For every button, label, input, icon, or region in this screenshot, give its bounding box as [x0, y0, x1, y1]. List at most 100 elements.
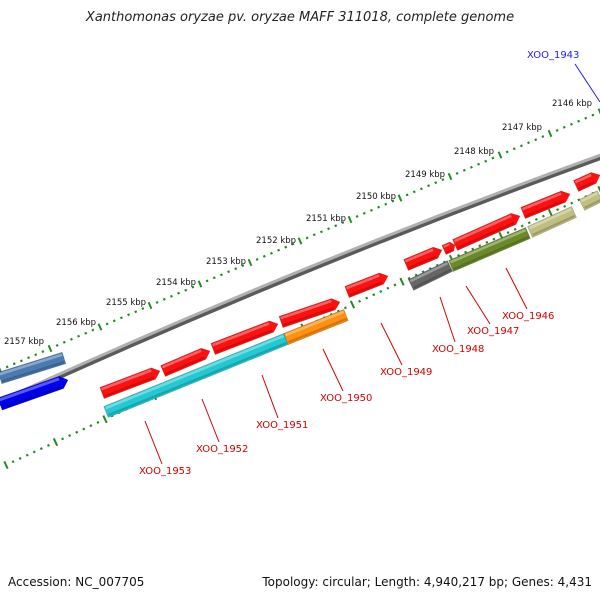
gene-blue[interactable] — [0, 374, 70, 411]
gene-red[interactable] — [403, 244, 445, 271]
inner-tick — [75, 430, 79, 434]
outer-tick — [369, 208, 373, 212]
leader-line — [465, 285, 491, 325]
outer-tick — [305, 236, 309, 240]
kbp-tick-label: 2151 kbp — [306, 214, 346, 224]
gene-label[interactable]: XOO_1948 — [432, 344, 484, 355]
kbp-tick-label: 2148 kbp — [454, 147, 494, 157]
outer-tick — [497, 151, 503, 159]
leader-line — [201, 398, 220, 443]
inner-tick — [520, 224, 524, 228]
outer-tick — [212, 276, 216, 280]
outer-tick — [169, 294, 173, 298]
gene-label[interactable]: XOO_1946 — [502, 311, 554, 322]
outer-tick — [569, 122, 573, 126]
label-leaders — [144, 63, 600, 465]
gene-khaki[interactable] — [578, 190, 600, 211]
outer-tick — [519, 144, 523, 148]
outer-tick — [191, 285, 195, 289]
gene-red[interactable] — [344, 270, 390, 298]
outer-tick — [591, 113, 595, 117]
gene-khaki[interactable] — [527, 206, 577, 238]
outer-tick — [69, 337, 73, 341]
inner-tick — [18, 456, 22, 460]
outer-tick — [484, 159, 488, 163]
outer-tick — [462, 168, 466, 172]
outer-tick — [512, 147, 516, 151]
inner-tick — [393, 283, 397, 287]
gene-label[interactable]: XOO_1950 — [320, 393, 372, 404]
inner-tick — [570, 201, 574, 205]
gene-red[interactable] — [210, 318, 280, 355]
outer-tick — [91, 328, 95, 332]
kbp-tick-label: 2153 kbp — [206, 257, 246, 267]
outer-tick — [5, 365, 9, 369]
leader-line — [261, 374, 279, 419]
leader-line — [322, 348, 344, 392]
outer-tick — [527, 141, 531, 145]
gene-label[interactable]: XOO_1949 — [380, 367, 432, 378]
gene-cyan[interactable] — [103, 333, 289, 418]
leader-line — [144, 420, 163, 465]
gene-red[interactable] — [99, 365, 162, 399]
outer-tick — [234, 267, 238, 271]
kbp-tick-label: 2154 kbp — [156, 278, 196, 288]
inner-tick — [379, 290, 383, 293]
gene-olive[interactable] — [448, 227, 531, 272]
gene-red[interactable] — [160, 345, 213, 377]
gene-red[interactable] — [520, 188, 572, 219]
inner-tick — [506, 231, 510, 235]
inner-tick — [547, 208, 554, 217]
inner-tick — [399, 277, 405, 286]
leader-line — [574, 63, 600, 103]
outer-tick — [127, 313, 131, 317]
label-layer: 2146 kbp 2147 kbp 2148 kbp 2149 kbp 2150 kbp… — [4, 50, 592, 477]
outer-tick — [141, 307, 145, 311]
gene-steelblue[interactable] — [0, 351, 67, 385]
gene-red[interactable] — [452, 211, 523, 251]
outer-tick — [219, 273, 223, 277]
outer-tick — [12, 362, 16, 366]
gene-label[interactable]: XOO_1943 — [527, 50, 579, 61]
inner-tick — [52, 438, 59, 447]
gene-red[interactable] — [573, 170, 600, 192]
gene-label[interactable]: XOO_1953 — [139, 466, 191, 477]
outer-tick — [355, 214, 359, 218]
outer-tick — [247, 258, 253, 267]
gene-label[interactable]: XOO_1952 — [196, 444, 248, 455]
outer-tick — [419, 187, 423, 191]
inner-tick — [11, 460, 15, 464]
inner-tick — [464, 250, 468, 254]
outer-tick — [341, 221, 345, 225]
outer-tick — [284, 245, 288, 249]
outer-tick — [547, 129, 553, 138]
outer-tick — [427, 184, 431, 188]
gene-darkgray[interactable] — [407, 260, 454, 291]
outer-tick — [391, 199, 395, 203]
gene-red[interactable] — [441, 240, 457, 255]
kbp-tick-label: 2156 kbp — [56, 318, 96, 328]
leader-line — [439, 296, 456, 343]
outer-tick — [119, 316, 123, 320]
gene-red[interactable] — [278, 296, 342, 329]
accession-text: Accession: NC_007705 — [8, 575, 145, 589]
outer-tick — [27, 356, 31, 360]
gene-label[interactable]: XOO_1951 — [256, 420, 308, 431]
gene-label[interactable]: XOO_1947 — [467, 326, 519, 337]
outer-tick — [334, 224, 338, 228]
inner-tick — [563, 204, 567, 208]
inner-tick — [407, 276, 411, 280]
outer-tick — [262, 254, 266, 258]
outer-tick — [412, 190, 416, 194]
outer-tick — [347, 215, 353, 224]
inner-tick — [358, 299, 362, 303]
outer-tick — [441, 178, 445, 182]
outer-tick — [541, 135, 545, 139]
inner-tick — [471, 247, 475, 251]
outer-tick — [584, 116, 588, 120]
inner-tick — [25, 453, 29, 457]
outer-tick — [197, 280, 203, 288]
gene-orange[interactable] — [283, 309, 349, 345]
inner-tick — [485, 240, 489, 244]
